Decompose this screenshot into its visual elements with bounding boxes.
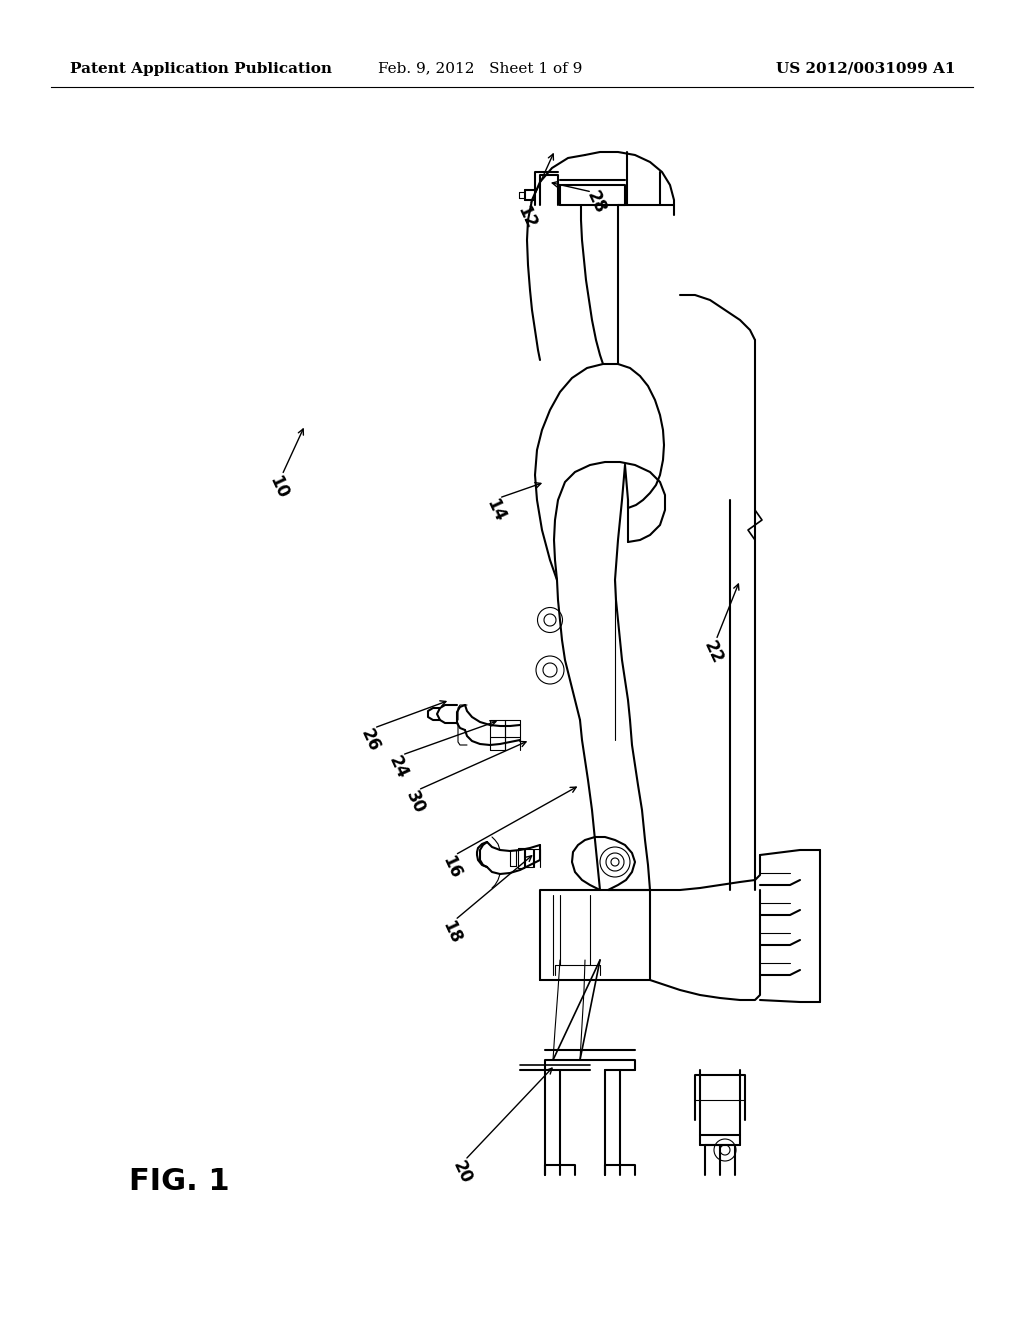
Text: 24: 24 bbox=[385, 752, 411, 781]
Text: 26: 26 bbox=[357, 726, 383, 754]
Text: 18: 18 bbox=[439, 917, 465, 946]
Text: 10: 10 bbox=[266, 473, 292, 502]
Text: Patent Application Publication: Patent Application Publication bbox=[70, 62, 332, 75]
Text: 12: 12 bbox=[514, 203, 540, 231]
Text: 30: 30 bbox=[402, 788, 428, 816]
Text: FIG. 1: FIG. 1 bbox=[129, 1167, 229, 1196]
Text: 28: 28 bbox=[583, 187, 609, 216]
Text: 22: 22 bbox=[700, 638, 726, 667]
Text: US 2012/0031099 A1: US 2012/0031099 A1 bbox=[775, 62, 955, 75]
Text: 14: 14 bbox=[483, 496, 509, 524]
Text: 20: 20 bbox=[449, 1158, 475, 1187]
Text: Feb. 9, 2012   Sheet 1 of 9: Feb. 9, 2012 Sheet 1 of 9 bbox=[378, 62, 583, 75]
Text: 16: 16 bbox=[439, 853, 465, 882]
